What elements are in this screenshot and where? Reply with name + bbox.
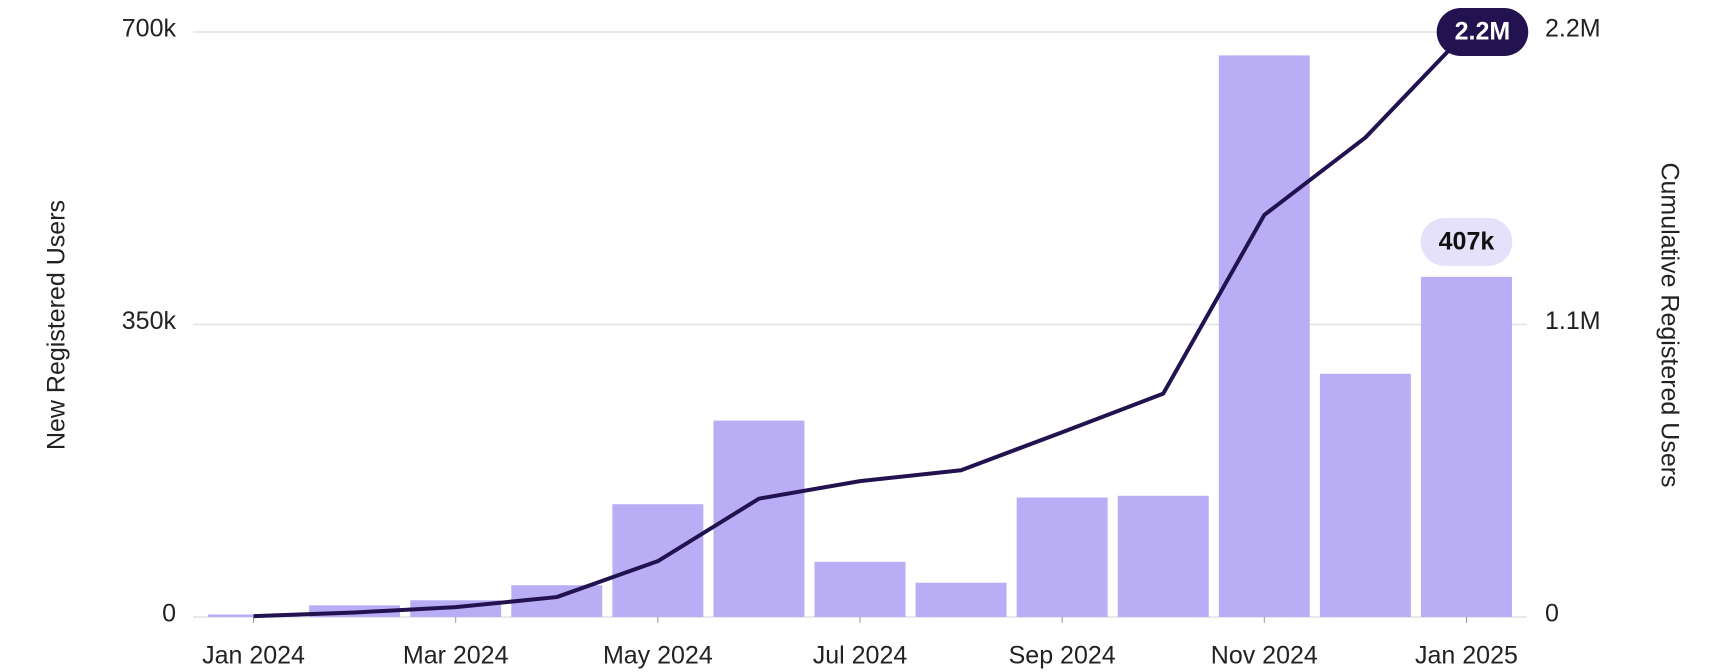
x-tick-label: Jul 2024: [813, 642, 908, 670]
bar: [1016, 497, 1108, 617]
bar: [1218, 55, 1310, 617]
y2-axis-title: Cumulative Registered Users: [1655, 162, 1683, 487]
y-axis-title: New Registered Users: [43, 200, 71, 450]
x-tick-label: Mar 2024: [403, 642, 509, 670]
y2-tick-label: 2.2M: [1545, 15, 1601, 43]
x-tick-label: Sep 2024: [1009, 642, 1116, 670]
value-label: 407k: [1439, 227, 1495, 255]
x-tick-label: Jan 2025: [1415, 642, 1518, 670]
x-tick-label: Nov 2024: [1211, 642, 1318, 670]
bar: [1319, 373, 1411, 617]
bar: [814, 561, 906, 617]
y2-tick-label: 1.1M: [1545, 307, 1601, 335]
x-tick-label: May 2024: [603, 642, 713, 670]
x-tick-label: Jan 2024: [202, 642, 305, 670]
y2-tick-label: 0: [1545, 600, 1559, 628]
value-label-badge: [1420, 217, 1513, 266]
y-tick-label: 0: [162, 600, 176, 628]
bar: [915, 582, 1007, 617]
value-label: 2.2M: [1455, 18, 1511, 46]
y-tick-label: 700k: [122, 15, 177, 43]
value-label-badge: [1436, 8, 1529, 56]
line: [253, 30, 1468, 619]
bar: [1420, 276, 1512, 617]
y-tick-label: 350k: [122, 307, 177, 335]
bar: [1117, 495, 1209, 617]
